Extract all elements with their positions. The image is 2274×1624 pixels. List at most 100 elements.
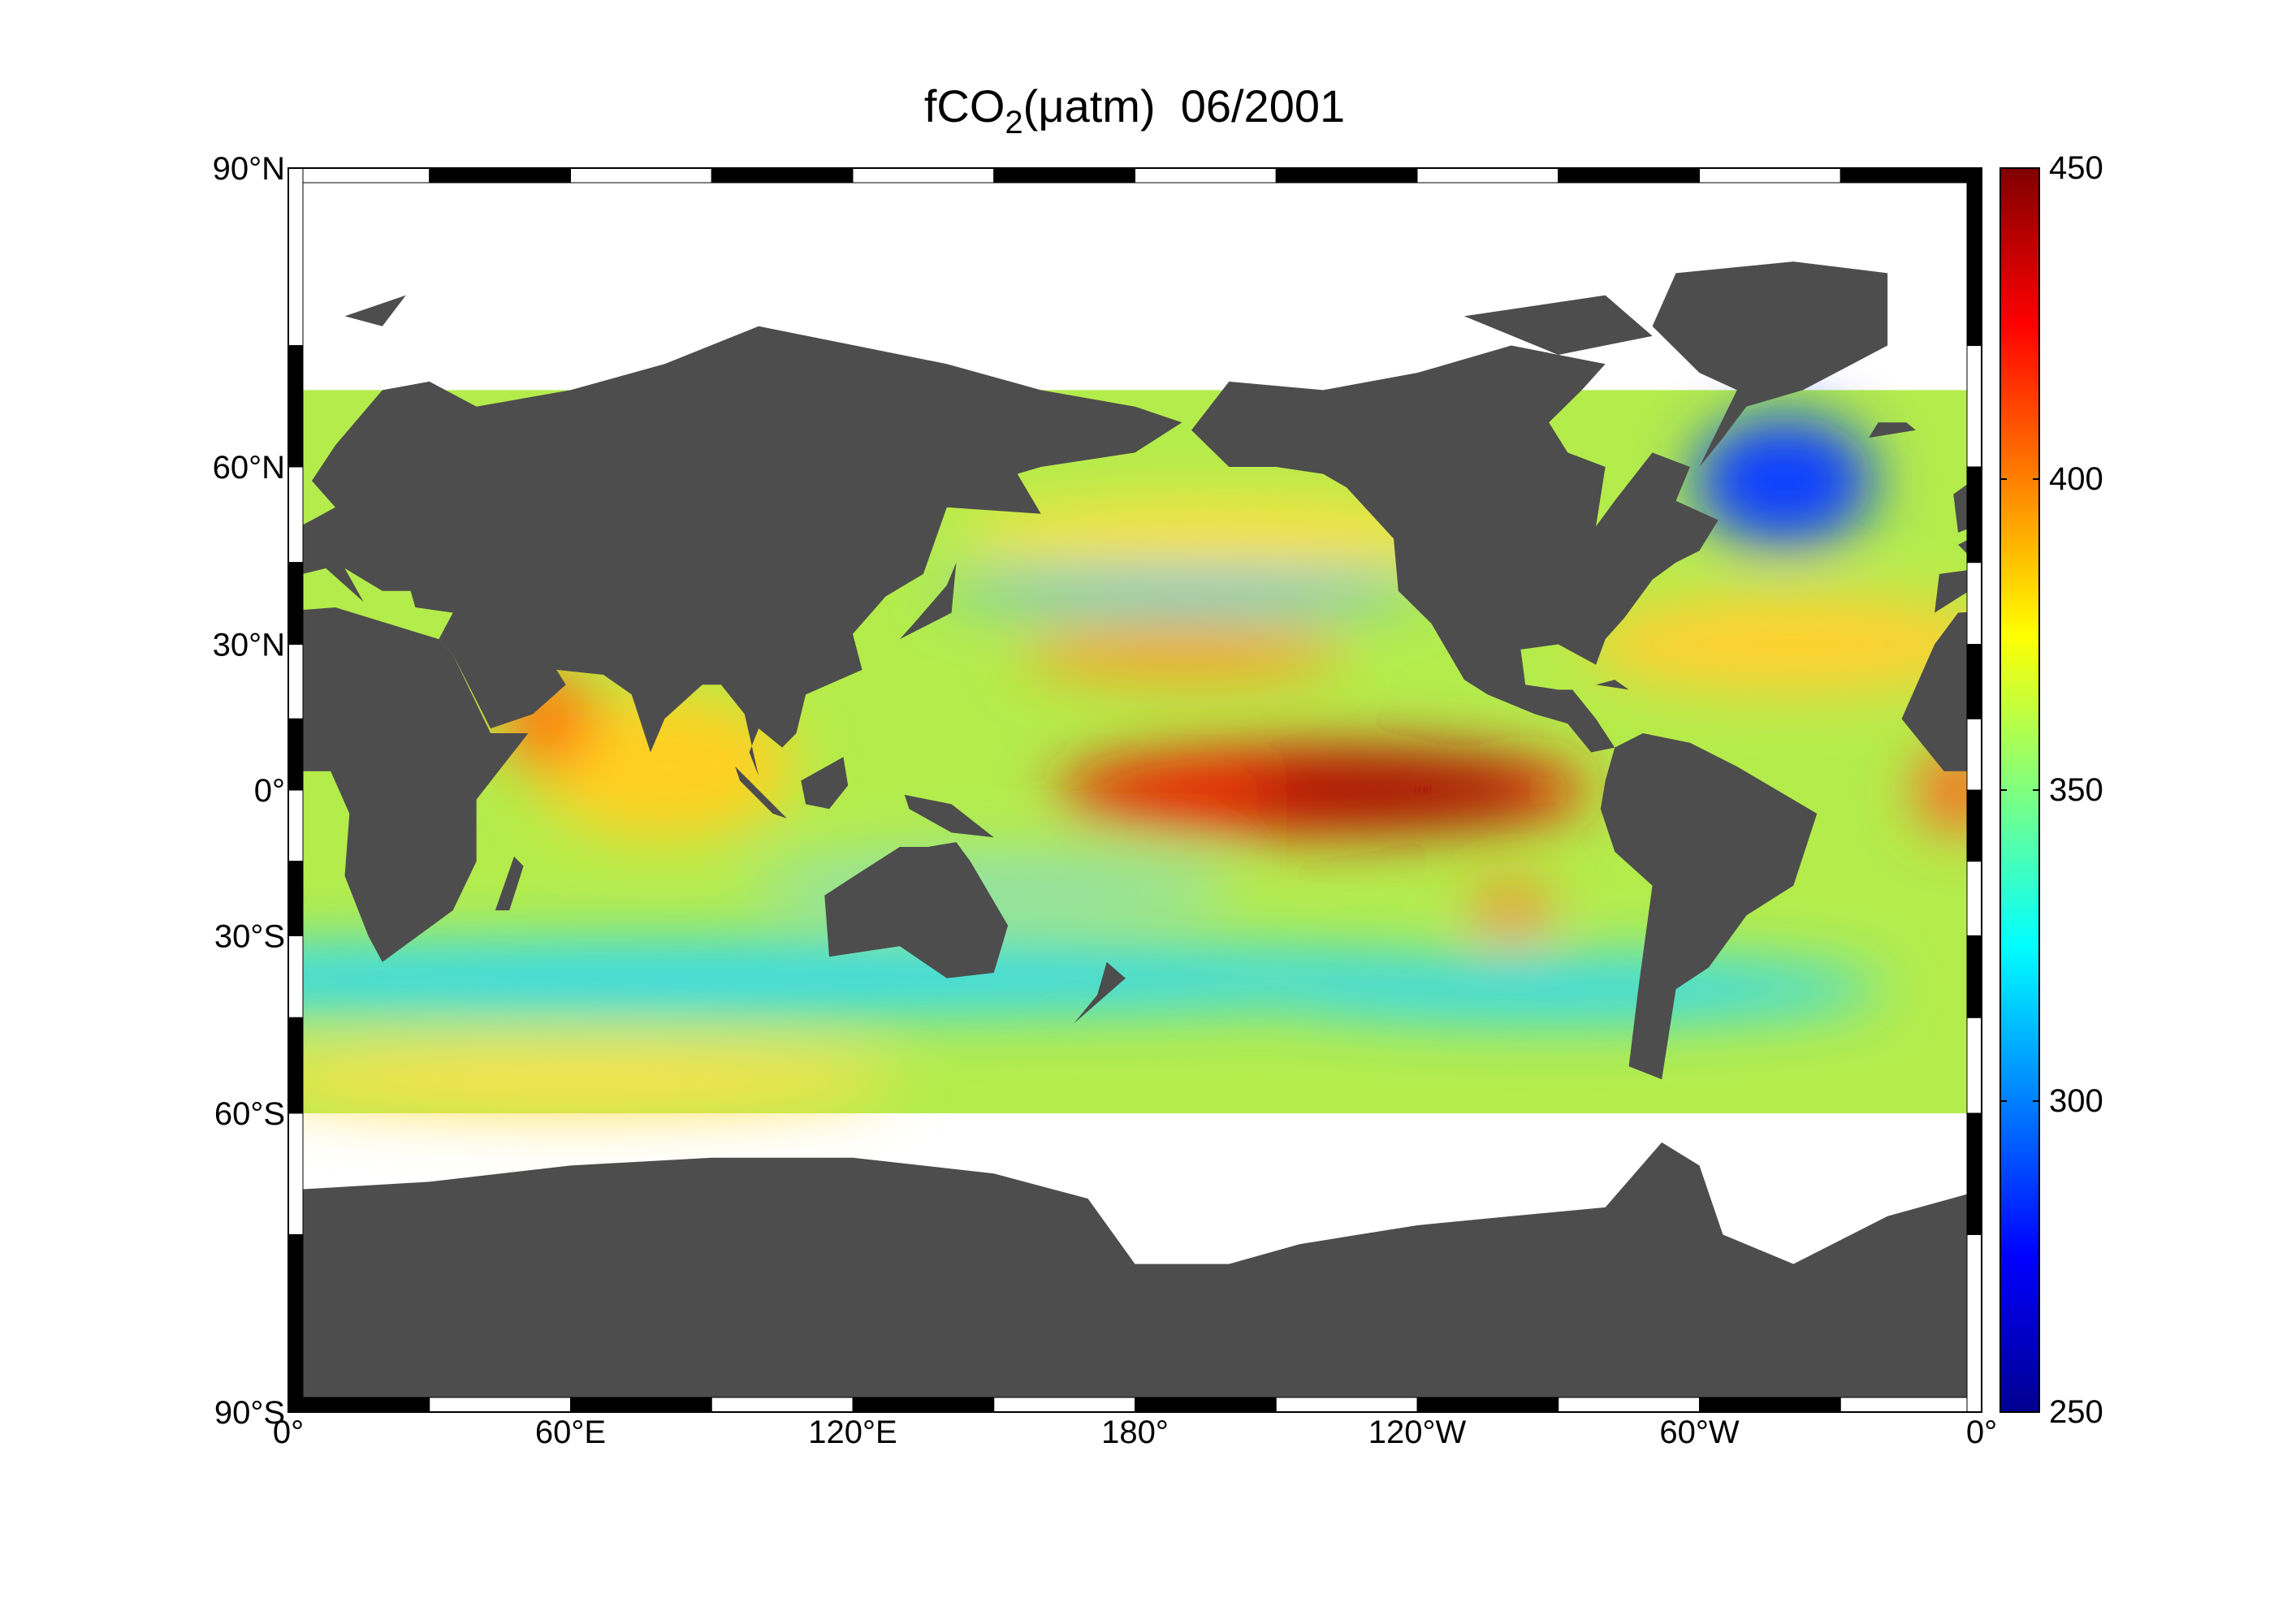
- frame-segment: [1966, 1017, 1982, 1114]
- map-area: [0, 261, 2217, 1397]
- y-tick-label: 0°: [254, 773, 285, 809]
- frame-segment: [852, 1397, 995, 1413]
- land: [303, 326, 1182, 776]
- frame-segment: [1966, 789, 1982, 862]
- land: [904, 794, 994, 838]
- frame-segment: [1135, 1397, 1277, 1413]
- frame-segment: [287, 1112, 304, 1235]
- y-tick-label: 60°S: [214, 1096, 285, 1132]
- y-tick-label: 90°S: [214, 1395, 285, 1431]
- frame-segment: [287, 789, 304, 862]
- colorbar-tick-label: 400: [2049, 461, 2103, 497]
- ocean-blob: [303, 1047, 896, 1112]
- title-subscript: 2: [1005, 105, 1022, 140]
- frame-segment: [1966, 1233, 1982, 1413]
- y-tick-label: 60°N: [213, 450, 285, 486]
- frame-segment: [287, 1017, 304, 1114]
- frame-segment: [1699, 167, 1841, 184]
- ocean-blob: [1470, 886, 1552, 935]
- frame-segment: [1966, 167, 1982, 347]
- land: [1191, 345, 1718, 753]
- frame-segment: [1416, 167, 1559, 184]
- land: [735, 766, 787, 818]
- frame-segment: [1966, 644, 1982, 719]
- frame-segment: [1135, 167, 1277, 184]
- frame-segment: [1966, 345, 1982, 468]
- frame-segment: [429, 1397, 571, 1413]
- x-tick-label: 60°E: [535, 1415, 606, 1450]
- frame-segment: [429, 167, 571, 184]
- x-tick-label: 0°: [273, 1415, 304, 1450]
- frame-segment: [1699, 1397, 1841, 1413]
- land: [1935, 540, 1967, 613]
- frame-segment: [287, 644, 304, 719]
- frame-segment: [711, 167, 854, 184]
- frame: [287, 167, 1982, 1413]
- ocean-blob: [1582, 595, 1967, 693]
- frame-segment: [1558, 167, 1700, 184]
- frame-segment: [287, 718, 304, 791]
- land: [495, 856, 524, 911]
- land: [303, 1142, 1967, 1397]
- land: [2038, 296, 2099, 326]
- ocean-blob: [534, 693, 795, 840]
- title-rest: (μatm) 06/2001: [1023, 80, 1345, 132]
- frame-segment: [993, 167, 1135, 184]
- land: [1596, 680, 1629, 690]
- colorbar-tick-label: 250: [2049, 1394, 2103, 1430]
- land: [0, 346, 25, 753]
- land: [1074, 961, 1126, 1024]
- frame-segment: [1275, 167, 1418, 184]
- frame-segment: [1558, 1397, 1700, 1413]
- colorbar-tick-label: 300: [2049, 1083, 2103, 1119]
- frame-segment: [1966, 466, 1982, 564]
- land: [1869, 422, 1916, 438]
- frame-segment: [287, 935, 304, 1018]
- x-tick-label: 120°E: [808, 1415, 897, 1450]
- ocean-blob: [1247, 758, 1541, 823]
- land: [899, 562, 957, 640]
- land: [303, 607, 529, 962]
- ocean-blob: [961, 499, 1498, 565]
- frame-segment: [287, 562, 304, 646]
- frame-segment: [1840, 1397, 1982, 1413]
- land: [1652, 261, 1888, 467]
- frame-segment: [287, 167, 430, 184]
- land: [1901, 611, 1967, 771]
- land: [0, 261, 194, 467]
- land: [1600, 733, 1818, 1080]
- frame-segment: [1966, 562, 1982, 646]
- frame-segment: [287, 345, 304, 468]
- frame-segment: [711, 1397, 854, 1413]
- land: [1953, 484, 1967, 533]
- frame-segment: [287, 1397, 430, 1413]
- frame-segment: [1275, 1397, 1418, 1413]
- frame-segment: [1966, 935, 1982, 1018]
- x-tick-label: 60°W: [1659, 1415, 1739, 1450]
- frame-segment: [287, 167, 304, 347]
- frame-segment: [1966, 861, 1982, 936]
- y-tick-label: 30°S: [214, 918, 285, 954]
- land: [0, 733, 123, 1079]
- x-tick-label: 180°: [1101, 1415, 1169, 1450]
- frame-segment: [287, 1233, 304, 1413]
- title: fCO2(μatm) 06/2001: [924, 80, 1345, 140]
- frame-segment: [1416, 1397, 1559, 1413]
- land: [344, 295, 406, 326]
- frame-segment: [287, 861, 304, 936]
- ocean-blob: [1694, 416, 1874, 546]
- ocean-blob: [938, 574, 1426, 607]
- land: [2189, 857, 2217, 910]
- colorbar-tick-label: 350: [2049, 772, 2103, 808]
- land: [1463, 295, 1653, 356]
- frame-segment: [852, 167, 995, 184]
- ocean-blob: [1019, 630, 1345, 680]
- frame-segment: [1966, 1112, 1982, 1235]
- land: [801, 757, 849, 810]
- x-tick-label: 0°: [1966, 1415, 1997, 1450]
- title-main: fCO: [924, 80, 1005, 132]
- frame-segment: [287, 466, 304, 564]
- frame-segment: [1840, 167, 1982, 184]
- ocean-blob: [1233, 957, 1883, 1022]
